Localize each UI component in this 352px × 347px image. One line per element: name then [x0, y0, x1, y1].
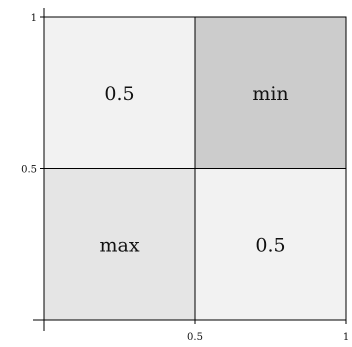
heatmap-cell-0	[43, 16, 196, 169]
cell-value-label-3: 0.5	[255, 234, 285, 256]
cell-value-label-2: max	[99, 234, 139, 256]
y-tick-label-1: 1	[31, 13, 37, 24]
heatmap-cell-3	[194, 168, 347, 321]
cell-value-label-0: 0.5	[104, 83, 134, 105]
cells-layer: 0.5 min max 0.5	[43, 16, 347, 321]
heatmap-cell-2	[43, 168, 196, 321]
x-tick-label-1: 1	[343, 332, 349, 343]
x-tick-label-0: 0.5	[187, 332, 203, 343]
ticks-layer: 0.5 1 0.5 1	[21, 13, 349, 343]
heatmap-cell-1	[194, 16, 347, 169]
axes-layer	[33, 8, 346, 331]
cell-value-label-1: min	[252, 83, 288, 105]
y-tick-label-0: 0.5	[21, 165, 37, 176]
